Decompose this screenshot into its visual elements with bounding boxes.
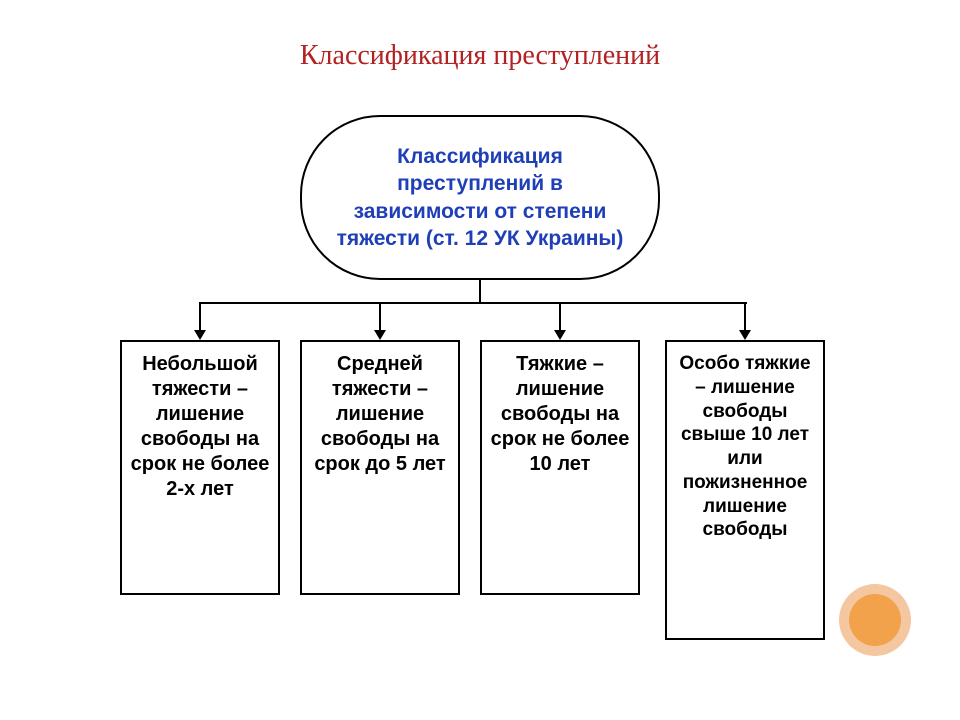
root-node-text: Классификация преступлений в зависимости… (332, 143, 628, 252)
diagram-title: Классификация преступлений (0, 40, 960, 72)
leaf-node-text-2: Тяжкие – лишение свободы на срок не боле… (491, 353, 630, 475)
leaf-node-text-1: Средней тяжести – лишение свободы на сро… (314, 353, 445, 475)
connector-segment (379, 302, 381, 330)
arrow-head (374, 330, 386, 340)
leaf-node-2: Тяжкие – лишение свободы на срок не боле… (480, 340, 640, 595)
connector-segment (200, 302, 747, 304)
arrow-head (194, 330, 206, 340)
leaf-node-text-0: Небольшой тяжести – лишение свободы на с… (131, 353, 270, 500)
connector-segment (199, 302, 201, 330)
root-node: Классификация преступлений в зависимости… (300, 115, 660, 280)
decor-circle-inner (849, 594, 901, 646)
leaf-node-0: Небольшой тяжести – лишение свободы на с… (120, 340, 280, 595)
connector-segment (559, 302, 561, 330)
connector-segment (479, 280, 481, 304)
connector-segment (744, 302, 746, 330)
leaf-node-1: Средней тяжести – лишение свободы на сро… (300, 340, 460, 595)
leaf-node-3: Особо тяжкие – лишение свободы свыше 10 … (665, 340, 825, 640)
arrow-head (554, 330, 566, 340)
arrow-head (739, 330, 751, 340)
leaf-node-text-3: Особо тяжкие – лишение свободы свыше 10 … (679, 353, 810, 540)
